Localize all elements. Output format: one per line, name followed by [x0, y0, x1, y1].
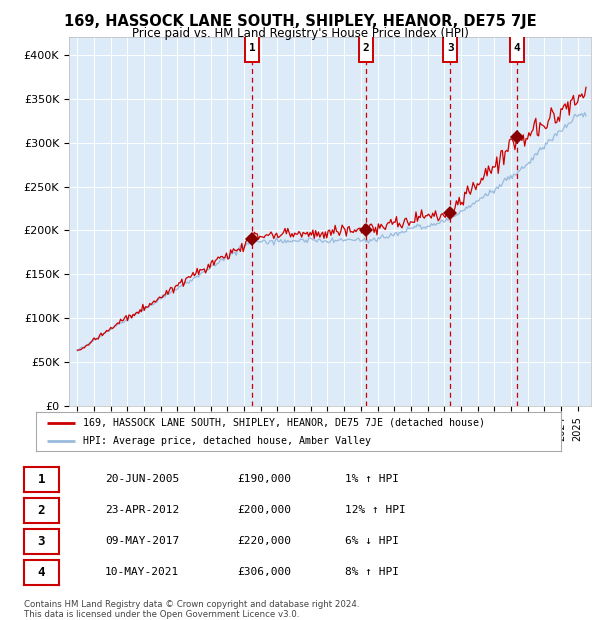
- Text: £190,000: £190,000: [237, 474, 291, 484]
- Text: 23-APR-2012: 23-APR-2012: [105, 505, 179, 515]
- Bar: [245, 33, 259, 61]
- Text: 12% ↑ HPI: 12% ↑ HPI: [345, 505, 406, 515]
- Text: 4: 4: [38, 566, 45, 578]
- Bar: [443, 33, 457, 61]
- Text: 2: 2: [362, 43, 370, 53]
- Text: 3: 3: [38, 535, 45, 547]
- Bar: [359, 33, 373, 61]
- Text: 4: 4: [514, 43, 520, 53]
- Text: 10-MAY-2021: 10-MAY-2021: [105, 567, 179, 577]
- Text: 2: 2: [38, 504, 45, 516]
- Text: HPI: Average price, detached house, Amber Valley: HPI: Average price, detached house, Ambe…: [83, 436, 371, 446]
- Text: 1% ↑ HPI: 1% ↑ HPI: [345, 474, 399, 484]
- Text: 169, HASSOCK LANE SOUTH, SHIPLEY, HEANOR, DE75 7JE (detached house): 169, HASSOCK LANE SOUTH, SHIPLEY, HEANOR…: [83, 418, 485, 428]
- Text: 1: 1: [38, 473, 45, 485]
- Text: Contains HM Land Registry data © Crown copyright and database right 2024.
This d: Contains HM Land Registry data © Crown c…: [24, 600, 359, 619]
- Text: £200,000: £200,000: [237, 505, 291, 515]
- Text: 20-JUN-2005: 20-JUN-2005: [105, 474, 179, 484]
- Text: £220,000: £220,000: [237, 536, 291, 546]
- Text: 6% ↓ HPI: 6% ↓ HPI: [345, 536, 399, 546]
- Text: 169, HASSOCK LANE SOUTH, SHIPLEY, HEANOR, DE75 7JE: 169, HASSOCK LANE SOUTH, SHIPLEY, HEANOR…: [64, 14, 536, 29]
- Text: Price paid vs. HM Land Registry's House Price Index (HPI): Price paid vs. HM Land Registry's House …: [131, 27, 469, 40]
- Bar: [510, 33, 524, 61]
- Text: 8% ↑ HPI: 8% ↑ HPI: [345, 567, 399, 577]
- Text: 09-MAY-2017: 09-MAY-2017: [105, 536, 179, 546]
- Text: £306,000: £306,000: [237, 567, 291, 577]
- Text: 3: 3: [447, 43, 454, 53]
- Text: 1: 1: [248, 43, 256, 53]
